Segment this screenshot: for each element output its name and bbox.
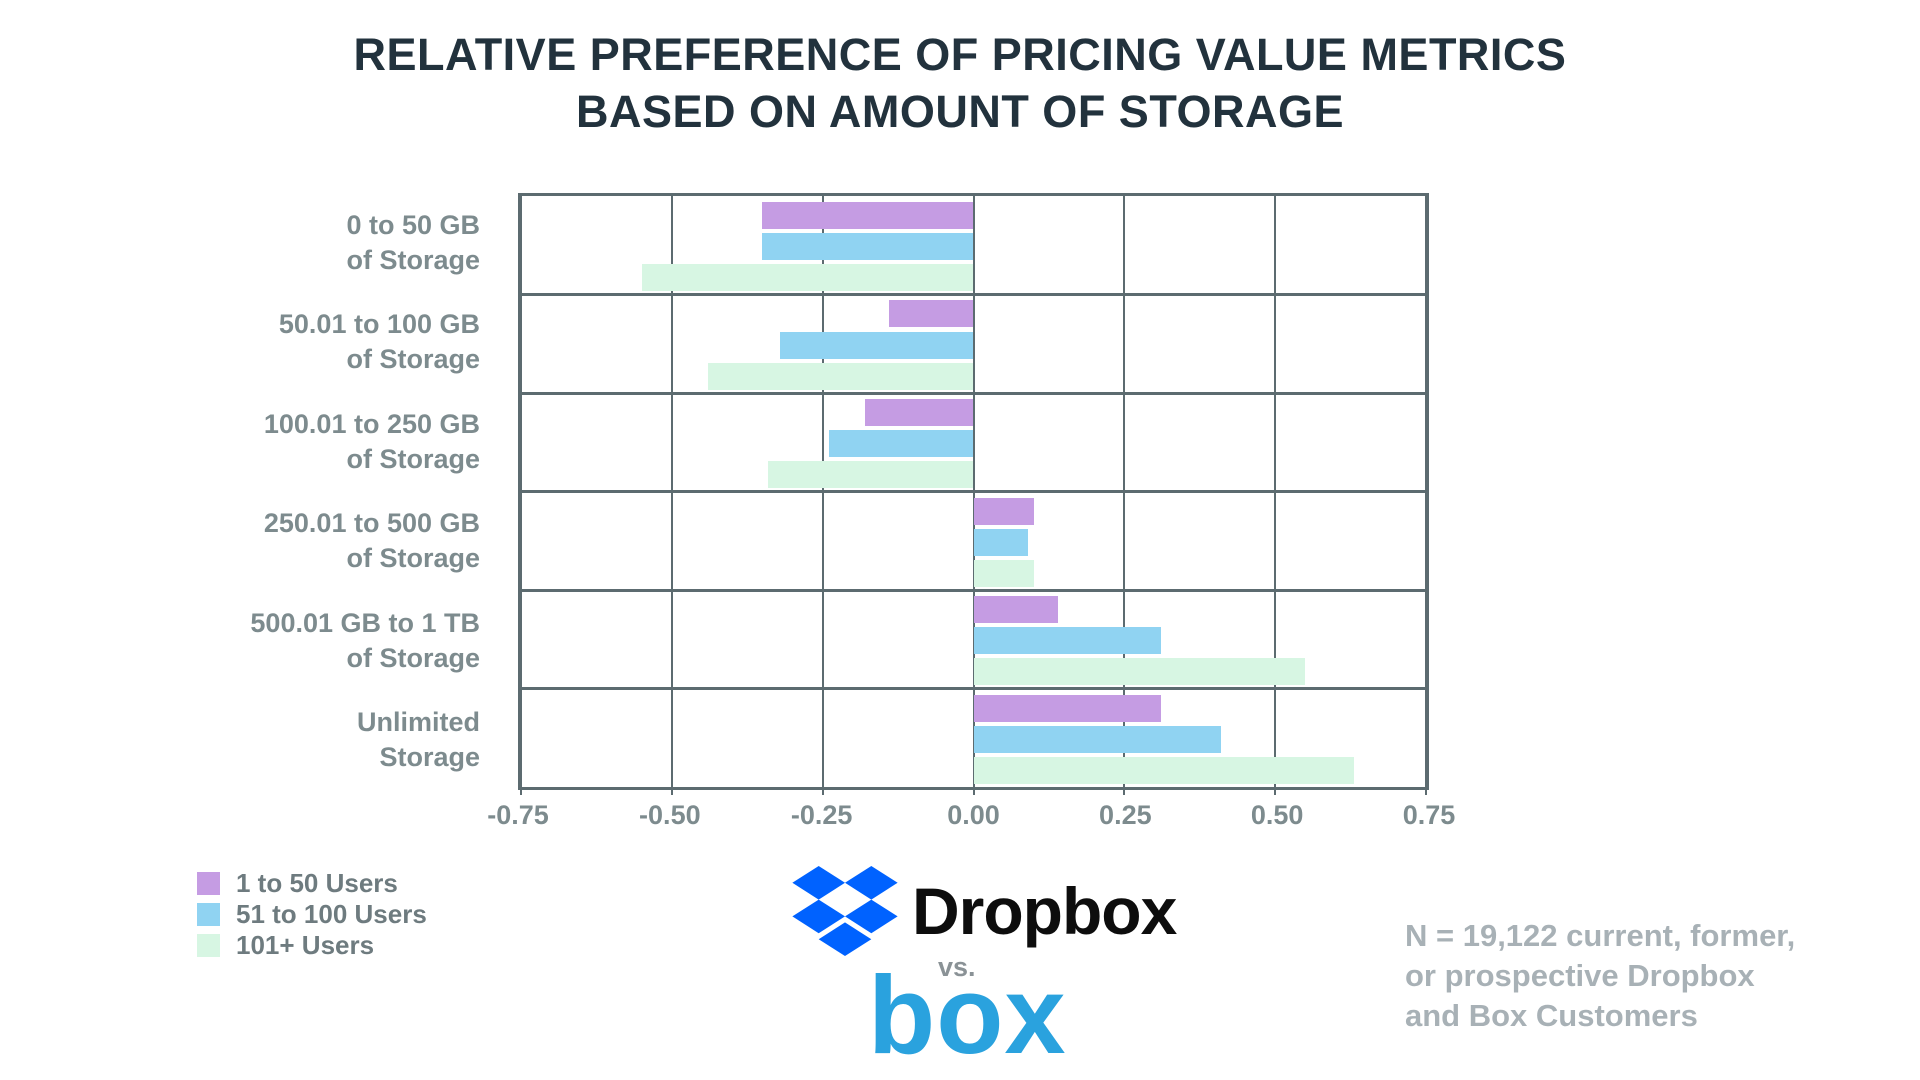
sample-size-note: N = 19,122 current, former, or prospecti… bbox=[1405, 916, 1845, 1036]
x-tick-label: 0.25 bbox=[1099, 800, 1152, 830]
legend-label: 51 to 100 Users bbox=[236, 899, 427, 929]
y-category-label: 500.01 GB to 1 TB of Storage bbox=[250, 607, 480, 673]
axis-tick bbox=[1123, 787, 1126, 795]
bar-51-to-100-users bbox=[762, 233, 974, 260]
axis-tick bbox=[1274, 787, 1277, 795]
bar-1-to-50-users bbox=[864, 398, 974, 426]
axis-tick bbox=[972, 787, 975, 795]
sample-size-note-line2: or prospective Dropbox bbox=[1405, 958, 1755, 993]
bar-51-to-100-users bbox=[973, 528, 1028, 556]
bar-chart-plot-area bbox=[518, 193, 1429, 795]
bar-1-to-50-users bbox=[762, 202, 974, 229]
bar-101plus-users bbox=[973, 559, 1034, 587]
dropbox-glyph-icon bbox=[792, 866, 898, 956]
x-axis-tick-labels: -0.75 -0.50 -0.25 0.00 0.25 0.50 0.75 bbox=[487, 800, 1455, 840]
y-category-label: Unlimited Storage bbox=[356, 707, 480, 773]
x-tick-label: 0.00 bbox=[947, 800, 1000, 830]
sample-size-note-line3: and Box Customers bbox=[1405, 998, 1698, 1033]
x-tick-label: -0.50 bbox=[639, 800, 701, 830]
y-category-label: 100.01 to 250 GB of Storage bbox=[263, 408, 480, 474]
chart-title: RELATIVE PREFERENCE OF PRICING VALUE MET… bbox=[0, 26, 1920, 140]
legend-label: 1 to 50 Users bbox=[236, 868, 398, 898]
legend: 1 to 50 Users 51 to 100 Users 101+ Users bbox=[197, 868, 427, 965]
axis-tick bbox=[670, 787, 673, 795]
y-axis-category-labels: 0 to 50 GB of Storage 50.01 to 100 GB of St… bbox=[120, 193, 500, 790]
legend-swatch-blue bbox=[197, 903, 220, 926]
bar-1-to-50-users bbox=[973, 694, 1161, 722]
bar-101plus-users bbox=[708, 362, 974, 390]
axis-tick bbox=[520, 787, 522, 795]
bar-1-to-50-users bbox=[889, 300, 974, 328]
bar-101plus-users bbox=[973, 657, 1306, 685]
x-tick-label: 0.75 bbox=[1402, 800, 1456, 830]
bar-1-to-50-users bbox=[973, 497, 1034, 525]
y-category-label: 250.01 to 500 GB of Storage bbox=[263, 508, 480, 574]
sample-size-note-line1: N = 19,122 current, former, bbox=[1405, 918, 1796, 953]
chart-title-line2: BASED ON AMOUNT OF STORAGE bbox=[575, 86, 1345, 137]
legend-swatch-green bbox=[197, 934, 220, 957]
gridline-vertical bbox=[1425, 196, 1427, 787]
y-category-label: 50.01 to 100 GB of Storage bbox=[278, 309, 480, 375]
x-tick-label: -0.75 bbox=[487, 800, 549, 830]
x-tick-label: 0.50 bbox=[1250, 800, 1304, 830]
axis-tick bbox=[821, 787, 824, 795]
bar-51-to-100-users bbox=[973, 626, 1161, 654]
legend-swatch-purple bbox=[197, 872, 220, 895]
bar-1-to-50-users bbox=[973, 595, 1058, 623]
gridline-horizontal bbox=[521, 490, 1426, 493]
bar-101plus-users bbox=[641, 264, 974, 291]
gridline-horizontal bbox=[521, 687, 1426, 690]
y-category-label: 0 to 50 GB of Storage bbox=[346, 209, 480, 275]
box-logo: box bbox=[868, 954, 1067, 1077]
dropbox-wordmark: Dropbox bbox=[912, 874, 1177, 948]
axis-tick bbox=[1425, 787, 1427, 795]
dropbox-logo: Dropbox bbox=[792, 866, 1177, 956]
legend-label: 101+ Users bbox=[236, 930, 375, 960]
legend-item-1-to-50-users: 1 to 50 Users bbox=[197, 868, 427, 898]
x-tick-label: -0.25 bbox=[790, 800, 853, 830]
bar-101plus-users bbox=[973, 756, 1354, 784]
legend-item-101plus-users: 101+ Users bbox=[197, 930, 427, 960]
gridline-horizontal bbox=[521, 293, 1426, 296]
legend-item-51-to-100-users: 51 to 100 Users bbox=[197, 899, 427, 929]
gridline-horizontal bbox=[521, 391, 1426, 395]
bar-101plus-users bbox=[768, 461, 974, 488]
bar-51-to-100-users bbox=[973, 725, 1221, 753]
bar-51-to-100-users bbox=[780, 331, 974, 359]
gridline-horizontal bbox=[521, 588, 1426, 592]
bar-51-to-100-users bbox=[828, 429, 974, 457]
chart-title-line1: RELATIVE PREFERENCE OF PRICING VALUE MET… bbox=[353, 29, 1567, 80]
vs-label: vs. bbox=[938, 952, 976, 982]
